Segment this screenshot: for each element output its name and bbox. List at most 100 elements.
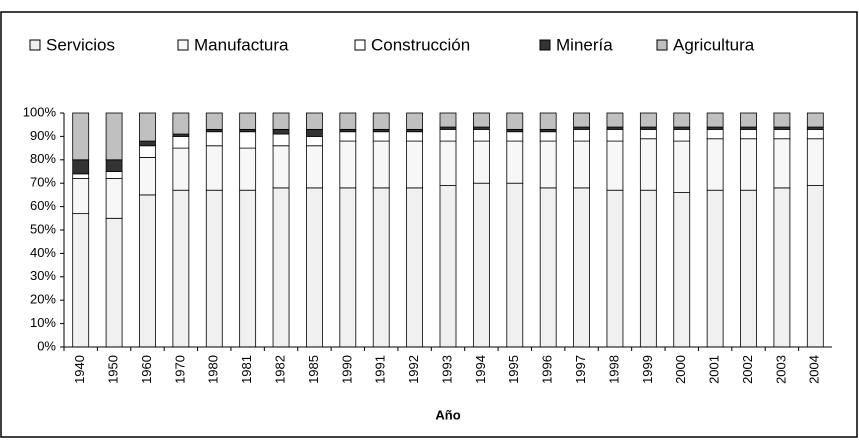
x-tick-label: 2003 — [773, 355, 788, 384]
y-tick-label: 0% — [37, 338, 56, 353]
y-tick-label: 80% — [30, 151, 56, 166]
bar-segment — [639, 189, 657, 348]
bar-segment — [773, 128, 791, 140]
y-tick-label: 60% — [30, 198, 56, 213]
bar-segment — [172, 135, 190, 149]
bar-segment — [306, 135, 323, 147]
bar-segment — [773, 138, 791, 189]
bar-segment — [239, 131, 257, 149]
bar-segment — [372, 131, 390, 142]
bar-segment — [139, 157, 156, 196]
bar-segment — [72, 159, 90, 175]
bar-segment — [439, 112, 457, 128]
bar-segment — [205, 131, 223, 147]
bar-segment — [706, 128, 724, 140]
bar-segment — [139, 140, 156, 147]
bar-segment — [706, 138, 724, 191]
bar-segment — [639, 112, 657, 128]
x-tick-label: 1982 — [272, 355, 287, 384]
bar-segment — [105, 159, 123, 172]
bar-segment — [706, 112, 724, 128]
x-tick-label: 1991 — [373, 355, 388, 384]
bar-segment — [339, 112, 357, 130]
bar-segment — [172, 147, 190, 191]
bar-segment — [539, 112, 557, 130]
legend-label: Servicios — [46, 35, 115, 54]
x-tick-label: 1981 — [239, 355, 254, 384]
bar-segment — [506, 182, 524, 348]
bar-segment — [272, 133, 290, 147]
bar-segment — [773, 187, 791, 348]
bar-segment — [105, 112, 123, 161]
bar-segment — [673, 112, 691, 128]
x-tick-label: 1996 — [540, 355, 555, 384]
bar-segment — [406, 187, 424, 348]
bar-segment — [472, 140, 490, 184]
y-tick-label: 30% — [30, 268, 56, 283]
y-tick-label: 10% — [30, 315, 56, 330]
bar-segment — [606, 140, 624, 191]
bar-segment — [506, 140, 524, 184]
bar-segment — [372, 112, 390, 130]
chart-frame — [0, 11, 858, 438]
bar-segment — [172, 189, 190, 348]
x-tick-label: 1992 — [406, 355, 421, 384]
bar-segment — [740, 112, 757, 128]
x-tick-label: 1960 — [139, 355, 154, 384]
bar-segment — [673, 192, 691, 348]
legend-swatch — [177, 39, 189, 51]
bar-segment — [406, 140, 424, 189]
bar-segment — [239, 189, 257, 348]
bar-segment — [439, 185, 457, 348]
bar-segment — [439, 140, 457, 186]
bar-segment — [573, 112, 590, 128]
x-tick-label: 1980 — [206, 355, 221, 384]
legend-swatch — [354, 39, 366, 51]
bar-segment — [339, 131, 357, 142]
y-tick-label: 50% — [30, 221, 56, 236]
bar-segment — [472, 182, 490, 348]
x-tick-label: 1940 — [72, 355, 87, 384]
bar-segment — [506, 112, 524, 130]
legend-label: Minería — [556, 35, 613, 54]
x-tick-label: 2000 — [673, 355, 688, 384]
bar-segment — [606, 189, 624, 348]
bar-segment — [372, 140, 390, 189]
legend-swatch — [539, 39, 551, 51]
bar-segment — [272, 112, 290, 130]
y-tick-label: 20% — [30, 292, 56, 307]
bar-segment — [806, 112, 824, 128]
bar-segment — [72, 173, 90, 179]
bar-segment — [272, 145, 290, 189]
bar-segment — [806, 185, 824, 348]
bar-segment — [639, 128, 657, 140]
bar-segment — [105, 217, 123, 348]
x-tick-label: 2001 — [707, 355, 722, 384]
bar-segment — [239, 147, 257, 191]
bar-segment — [72, 178, 90, 215]
bar-segment — [539, 131, 557, 142]
x-tick-label: 1994 — [473, 355, 488, 384]
bar-segment — [139, 194, 156, 348]
bar-segment — [72, 213, 90, 348]
bar-segment — [606, 112, 624, 128]
bar-segment — [339, 140, 357, 189]
bar-segment — [339, 187, 357, 348]
bar-segment — [139, 112, 156, 142]
y-tick-label: 100% — [23, 104, 57, 119]
y-tick-label: 40% — [30, 245, 56, 260]
bar-segment — [773, 112, 791, 128]
bar-segment — [740, 128, 757, 140]
legend-label: Manufactura — [194, 35, 289, 54]
bar-segment — [506, 131, 524, 142]
bar-segment — [205, 145, 223, 191]
bar-segment — [472, 112, 490, 128]
bar-segment — [573, 140, 590, 189]
bar-segment — [573, 187, 590, 348]
bar-segment — [606, 128, 624, 142]
x-tick-label: 1950 — [106, 355, 121, 384]
bar-segment — [673, 140, 691, 193]
bar-segment — [740, 189, 757, 348]
bar-segment — [205, 189, 223, 348]
